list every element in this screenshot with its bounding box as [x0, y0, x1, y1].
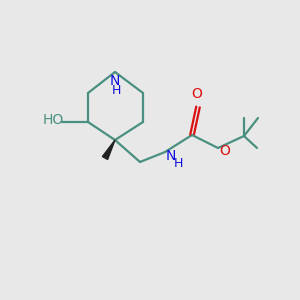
Text: O: O — [219, 144, 230, 158]
Text: H: H — [111, 84, 121, 97]
Text: H: H — [174, 157, 183, 170]
Text: HO: HO — [43, 113, 64, 127]
Text: N: N — [166, 149, 176, 163]
Polygon shape — [102, 140, 115, 160]
Text: N: N — [110, 74, 120, 88]
Text: O: O — [192, 87, 203, 101]
